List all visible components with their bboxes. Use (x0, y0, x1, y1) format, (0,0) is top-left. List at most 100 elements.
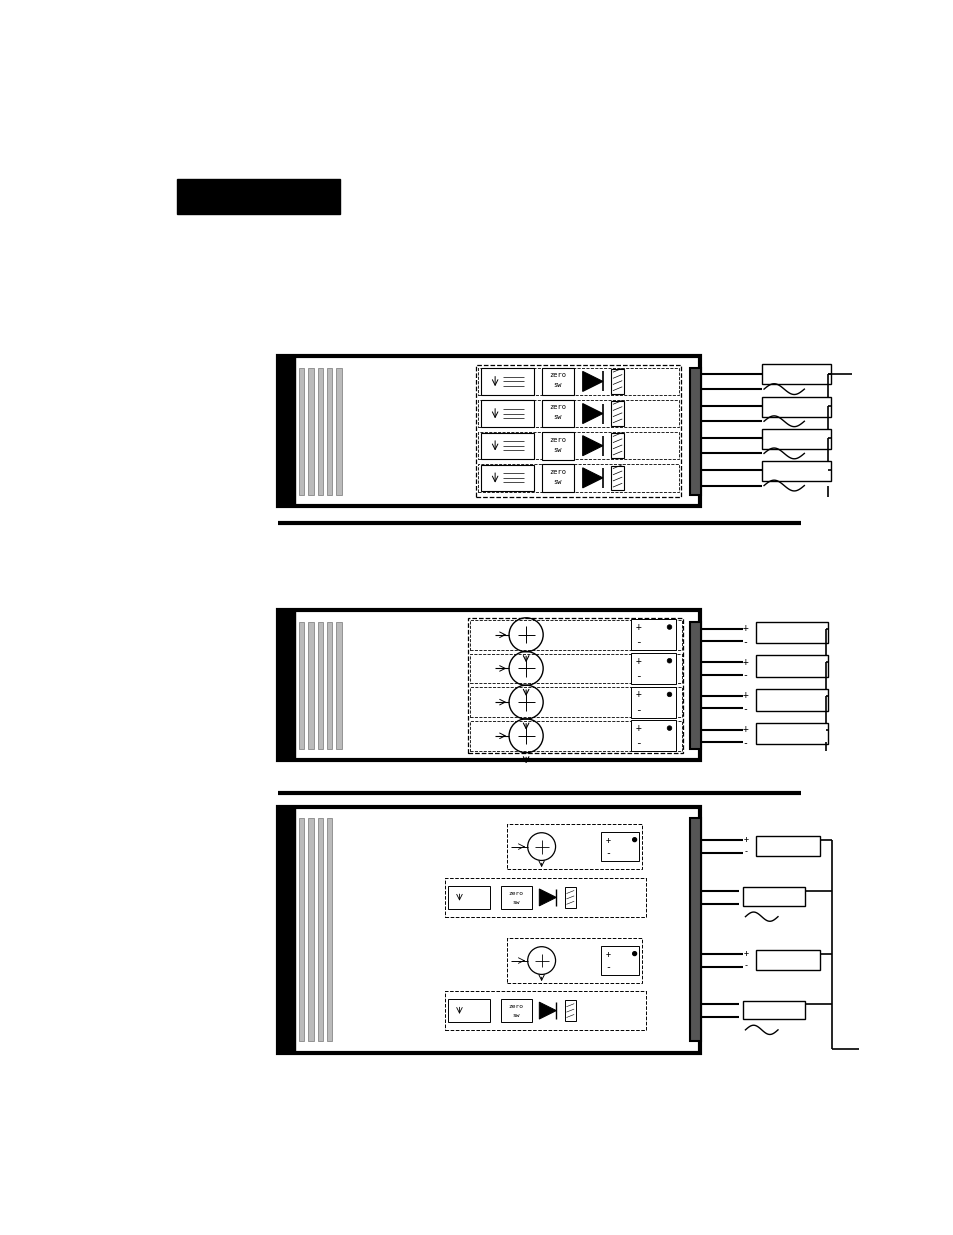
Bar (477, 368, 679, 395)
Bar (689, 818, 700, 1041)
Text: -: - (741, 637, 747, 647)
Bar (506, 824, 641, 869)
Circle shape (666, 625, 671, 630)
Bar (317, 818, 323, 1041)
Bar (278, 806, 700, 1053)
Bar (756, 950, 819, 969)
Text: -: - (635, 671, 641, 682)
Bar (335, 621, 341, 748)
Text: zero: zero (508, 1004, 523, 1009)
Polygon shape (582, 436, 602, 456)
Text: +: + (635, 622, 640, 632)
Bar (756, 836, 819, 856)
Text: zero: zero (549, 469, 566, 474)
Text: -: - (635, 705, 641, 715)
Bar (468, 618, 682, 752)
Bar (630, 653, 675, 684)
Bar (611, 369, 623, 394)
Bar (278, 356, 294, 506)
Bar (756, 722, 827, 745)
Bar (480, 464, 534, 492)
Bar (761, 429, 830, 448)
Bar (742, 888, 804, 906)
Text: zero: zero (549, 372, 566, 378)
Bar (278, 806, 294, 1053)
Text: zero: zero (549, 404, 566, 410)
Polygon shape (582, 468, 602, 488)
Polygon shape (582, 372, 602, 391)
Circle shape (666, 692, 671, 697)
Text: sw: sw (553, 479, 561, 484)
Bar (469, 653, 681, 683)
Text: sw: sw (553, 447, 561, 452)
Bar (541, 432, 574, 459)
Polygon shape (538, 889, 556, 906)
Bar (630, 687, 675, 718)
Text: -: - (741, 737, 747, 747)
Bar (611, 466, 623, 490)
Bar (335, 368, 341, 495)
Bar (278, 356, 700, 506)
Text: -: - (605, 847, 611, 858)
Bar (298, 621, 304, 748)
Bar (476, 366, 680, 496)
Text: +: + (605, 836, 610, 845)
Bar (599, 946, 639, 976)
Bar (756, 621, 827, 643)
Bar (469, 721, 681, 751)
Bar (599, 832, 639, 861)
Text: zero: zero (508, 892, 523, 897)
Bar (480, 368, 534, 394)
Text: +: + (741, 690, 747, 700)
Text: +: + (605, 950, 610, 958)
Bar (564, 887, 575, 908)
Bar (298, 818, 304, 1041)
Bar (689, 621, 700, 748)
Text: sw: sw (553, 383, 561, 388)
Text: +: + (741, 622, 747, 632)
Bar (278, 610, 294, 761)
Circle shape (632, 837, 636, 841)
Bar (317, 368, 323, 495)
Bar (278, 610, 700, 761)
Text: -: - (741, 704, 747, 714)
Bar (761, 396, 830, 416)
Bar (177, 179, 340, 214)
Bar (564, 1000, 575, 1021)
Bar (630, 619, 675, 650)
Text: +: + (743, 950, 748, 958)
Text: sw: sw (512, 899, 519, 904)
Bar (308, 621, 314, 748)
Bar (477, 432, 679, 459)
Bar (756, 656, 827, 677)
Bar (761, 461, 830, 480)
Text: +: + (741, 657, 747, 667)
Circle shape (666, 658, 671, 663)
Bar (756, 689, 827, 710)
Bar (500, 999, 531, 1023)
Bar (469, 687, 681, 718)
Polygon shape (582, 404, 602, 424)
Bar (327, 621, 332, 748)
Text: sw: sw (512, 1013, 519, 1018)
Text: -: - (743, 847, 748, 857)
Bar (317, 621, 323, 748)
Text: zero: zero (549, 436, 566, 442)
Bar (469, 620, 681, 650)
Text: -: - (635, 637, 641, 647)
Circle shape (632, 952, 636, 956)
Text: +: + (741, 724, 747, 734)
Text: +: + (743, 835, 748, 845)
Bar (477, 464, 679, 492)
Bar (477, 400, 679, 427)
Bar (630, 720, 675, 751)
Text: -: - (743, 961, 748, 971)
Bar (444, 992, 645, 1030)
Bar (447, 999, 490, 1023)
Bar (541, 400, 574, 427)
Bar (444, 878, 645, 916)
Text: -: - (605, 962, 611, 972)
Bar (480, 400, 534, 426)
Bar (742, 1000, 804, 1019)
Bar (298, 368, 304, 495)
